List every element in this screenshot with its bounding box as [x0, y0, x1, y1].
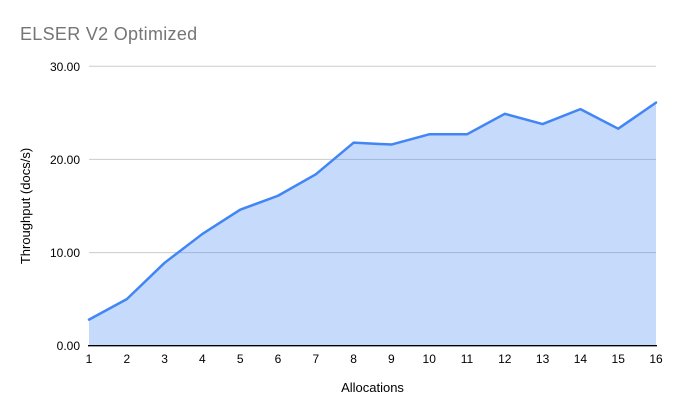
x-tick-label: 5 — [237, 352, 244, 366]
x-tick-label: 12 — [498, 352, 512, 366]
x-tick-label: 2 — [123, 352, 130, 366]
x-tick-label: 11 — [461, 352, 474, 366]
area-fill — [89, 102, 656, 346]
x-tick-label: 15 — [612, 352, 626, 366]
x-tick-label: 6 — [275, 352, 282, 366]
x-tick-label: 14 — [574, 352, 588, 366]
y-tick-label: 0.00 — [57, 339, 81, 353]
y-axis-title: Throughput (docs/s) — [18, 148, 33, 264]
y-tick-label: 10.00 — [50, 246, 80, 260]
x-tick-label: 1 — [86, 352, 93, 366]
y-tick-label: 20.00 — [50, 153, 80, 167]
x-tick-label: 16 — [649, 352, 663, 366]
x-tick-label: 10 — [423, 352, 437, 366]
x-tick-label: 9 — [388, 352, 395, 366]
x-tick-label: 4 — [199, 352, 206, 366]
x-axis-title: Allocations — [341, 380, 404, 395]
x-tick-label: 3 — [161, 352, 168, 366]
y-tick-label: 30.00 — [50, 60, 80, 74]
x-tick-label: 8 — [350, 352, 357, 366]
series-line — [87, 101, 658, 321]
x-tick-label: 7 — [312, 352, 319, 366]
x-tick-label: 13 — [536, 352, 550, 366]
chart-title: ELSER V2 Optimized — [20, 24, 198, 44]
